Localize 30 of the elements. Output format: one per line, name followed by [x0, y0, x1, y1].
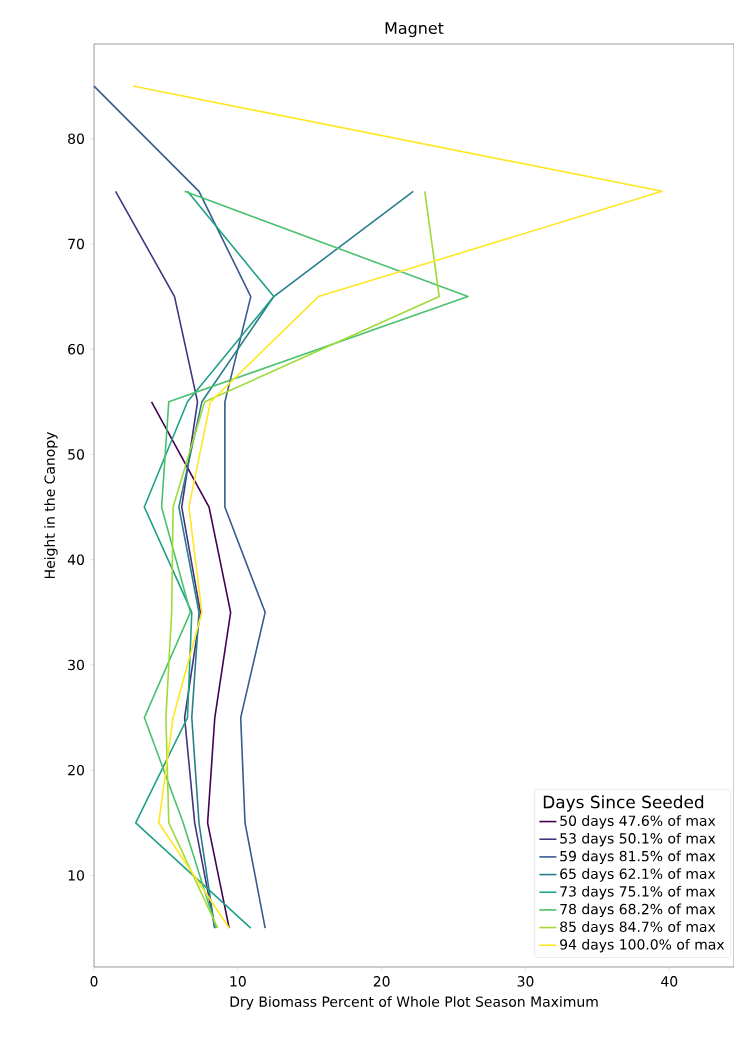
- legend-label: 59 days 81.5% of max: [560, 850, 716, 865]
- x-tick-label: 40: [661, 976, 678, 987]
- legend-label: 94 days 100.0% of max: [559, 938, 725, 953]
- y-tick-label: 80: [68, 133, 84, 144]
- x-axis-title: Dry Biomass Percent of Whole Plot Season Maximum: [230, 996, 598, 1010]
- chart-title: Magnet: [385, 22, 444, 38]
- line-series: [114, 190, 216, 929]
- line-series: [93, 85, 266, 929]
- x-tick-label: 30: [517, 976, 534, 987]
- y-tick-label: 30: [68, 659, 84, 671]
- x-tick-label: 20: [373, 976, 390, 987]
- legend-title: Days Since Seeded: [543, 795, 704, 812]
- y-tick-label: 70: [68, 238, 84, 250]
- x-tick-label: 0: [90, 976, 98, 987]
- line-series: [134, 190, 275, 929]
- y-tick-label: 40: [67, 554, 84, 565]
- x-tick-label: 10: [230, 976, 246, 987]
- y-tick-label: 20: [68, 764, 84, 776]
- y-tick-label: 50: [68, 449, 84, 460]
- y-axis-title: Height in the Canopy: [44, 432, 58, 579]
- y-tick-label: 60: [68, 343, 84, 355]
- y-tick-label: 10: [68, 870, 84, 881]
- legend-label: 65 days 62.1% of max: [560, 868, 716, 882]
- legend-label: 73 days 75.1% of max: [560, 885, 716, 900]
- legend-label: 85 days 84.7% of max: [560, 921, 716, 935]
- legend-label: 78 days 68.2% of max: [560, 903, 716, 918]
- legend-label: 53 days 50.1% of max: [560, 832, 716, 847]
- line-series: [143, 190, 469, 929]
- line-series: [150, 401, 232, 929]
- legend-label: 50 days 47.6% of max: [560, 815, 716, 829]
